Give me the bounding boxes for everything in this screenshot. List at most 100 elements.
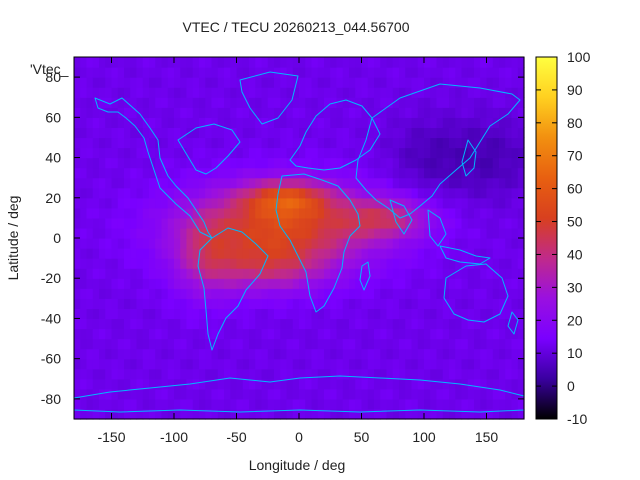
heatmap-cell	[299, 137, 306, 149]
heatmap-cell	[99, 378, 106, 390]
heatmap-cell	[205, 77, 213, 88]
heatmap-cell	[436, 278, 444, 289]
heatmap-cell	[330, 348, 338, 360]
heatmap-cell	[105, 87, 113, 98]
heatmap-cell	[417, 408, 425, 420]
heatmap-cell	[367, 368, 375, 380]
heatmap-cell	[317, 398, 325, 410]
heatmap-cell	[136, 77, 144, 88]
heatmap-cell	[399, 137, 406, 149]
heatmap-cell	[149, 227, 156, 239]
heatmap-cell	[86, 107, 94, 118]
heatmap-cell	[311, 97, 319, 108]
heatmap-cell	[149, 167, 156, 179]
heatmap-cell	[142, 167, 150, 179]
coastline-europe	[289, 99, 381, 171]
heatmap-cell	[130, 268, 138, 279]
heatmap-cell	[142, 318, 150, 330]
heatmap-cell	[217, 67, 225, 78]
heatmap-cell	[224, 348, 231, 360]
heatmap-cell	[517, 318, 525, 330]
heatmap-cell	[299, 177, 306, 189]
heatmap-cell	[405, 157, 413, 169]
heatmap-cell	[286, 258, 294, 269]
heatmap-cell	[430, 107, 438, 118]
heatmap-cell	[411, 238, 419, 249]
heatmap-cell	[330, 107, 338, 118]
heatmap-cell	[299, 97, 306, 108]
heatmap-cell	[430, 318, 438, 330]
heatmap-cell	[411, 328, 419, 340]
heatmap-cell	[499, 157, 506, 169]
heatmap-cell	[142, 157, 150, 169]
heatmap-cell	[324, 328, 331, 340]
heatmap-cell	[461, 127, 469, 139]
heatmap-cell	[430, 238, 438, 249]
heatmap-cell	[449, 368, 456, 380]
heatmap-cell	[99, 207, 106, 219]
heatmap-cell	[436, 398, 444, 410]
heatmap-cell	[242, 318, 250, 330]
heatmap-cell	[111, 358, 119, 370]
heatmap-cell	[355, 318, 363, 330]
heatmap-cell	[386, 368, 394, 380]
heatmap-cell	[105, 117, 113, 128]
heatmap-cell	[455, 177, 463, 189]
heatmap-cell	[167, 57, 175, 68]
heatmap-cell	[286, 187, 294, 199]
heatmap-cell	[274, 227, 281, 239]
heatmap-cell	[105, 288, 113, 299]
heatmap-cell	[467, 408, 475, 420]
heatmap-cell	[261, 137, 269, 149]
heatmap-cell	[317, 368, 325, 380]
heatmap-cell	[174, 187, 181, 199]
heatmap-cell	[217, 358, 225, 370]
heatmap-cell	[255, 328, 263, 340]
heatmap-cell	[230, 97, 238, 108]
heatmap-cell	[317, 107, 325, 118]
heatmap-cell	[474, 298, 481, 309]
heatmap-cell	[367, 217, 375, 229]
heatmap-cell	[511, 167, 519, 179]
heatmap-cell	[230, 137, 238, 149]
heatmap-cell	[424, 197, 431, 209]
heatmap-cell	[349, 87, 356, 98]
heatmap-cell	[442, 217, 450, 229]
heatmap-cell	[80, 87, 88, 98]
heatmap-cell	[474, 378, 481, 390]
heatmap-cell	[461, 67, 469, 78]
heatmap-cell	[167, 408, 175, 420]
heatmap-cell	[149, 87, 156, 98]
heatmap-cell	[299, 398, 306, 410]
heatmap-cell	[249, 217, 256, 229]
heatmap-cell	[517, 137, 525, 149]
heatmap-cell	[361, 258, 369, 269]
heatmap-cell	[474, 167, 481, 179]
heatmap-cell	[161, 97, 169, 108]
heatmap-cell	[349, 398, 356, 410]
heatmap-cell	[155, 278, 163, 289]
heatmap-cell	[349, 147, 356, 159]
heatmap-cell	[461, 97, 469, 108]
heatmap-cell	[386, 217, 394, 229]
heatmap-cell	[86, 147, 94, 159]
heatmap-cell	[136, 67, 144, 78]
heatmap-cell	[311, 408, 319, 420]
heatmap-cell	[492, 318, 500, 330]
heatmap-cell	[155, 127, 163, 139]
heatmap-cell	[236, 258, 244, 269]
heatmap-cell	[155, 217, 163, 229]
heatmap-cell	[286, 288, 294, 299]
heatmap-cell	[311, 87, 319, 98]
heatmap-cell	[186, 77, 194, 88]
heatmap-cell	[455, 157, 463, 169]
heatmap-cell	[292, 398, 300, 410]
heatmap-cell	[274, 87, 281, 98]
heatmap-cell	[349, 258, 356, 269]
heatmap-cell	[461, 398, 469, 410]
heatmap-cell	[249, 57, 256, 68]
heatmap-cell	[142, 298, 150, 309]
heatmap-cell	[442, 167, 450, 179]
y-axis-label: Latitude / deg	[5, 196, 21, 281]
